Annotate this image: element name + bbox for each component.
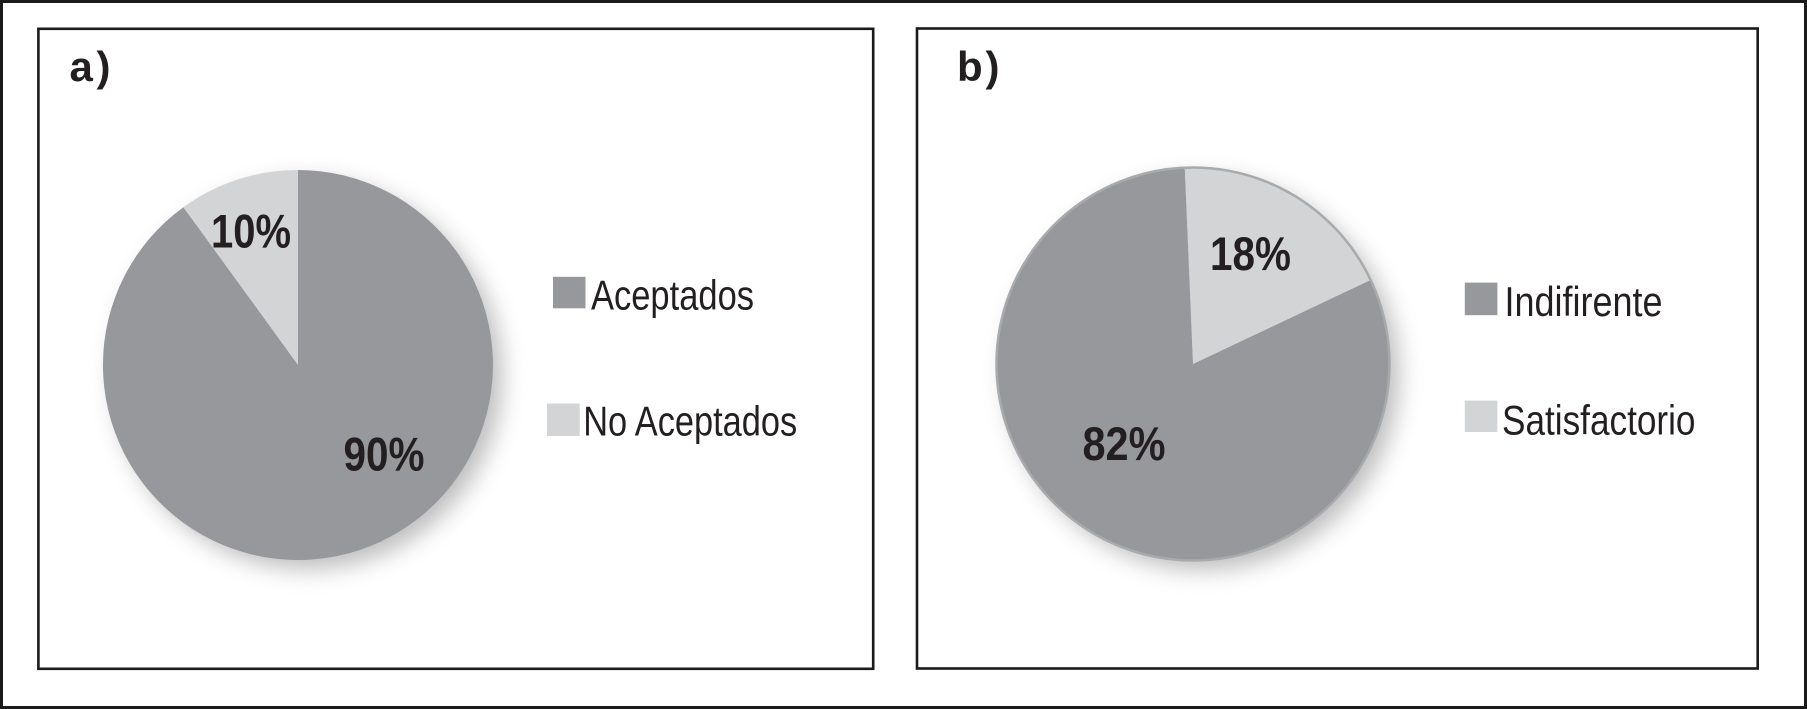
svg-text:No Aceptados: No Aceptados xyxy=(583,398,797,445)
svg-text:90%: 90% xyxy=(344,428,425,481)
svg-text:10%: 10% xyxy=(211,205,291,258)
svg-text:18%: 18% xyxy=(1210,227,1291,280)
svg-text:Aceptados: Aceptados xyxy=(591,272,754,319)
svg-text:Indifirente: Indifirente xyxy=(1505,278,1663,325)
svg-text:a): a) xyxy=(70,43,111,90)
svg-text:b): b) xyxy=(957,43,1000,90)
svg-text:82%: 82% xyxy=(1083,417,1166,470)
svg-text:Satisfactorio: Satisfactorio xyxy=(1502,396,1696,443)
